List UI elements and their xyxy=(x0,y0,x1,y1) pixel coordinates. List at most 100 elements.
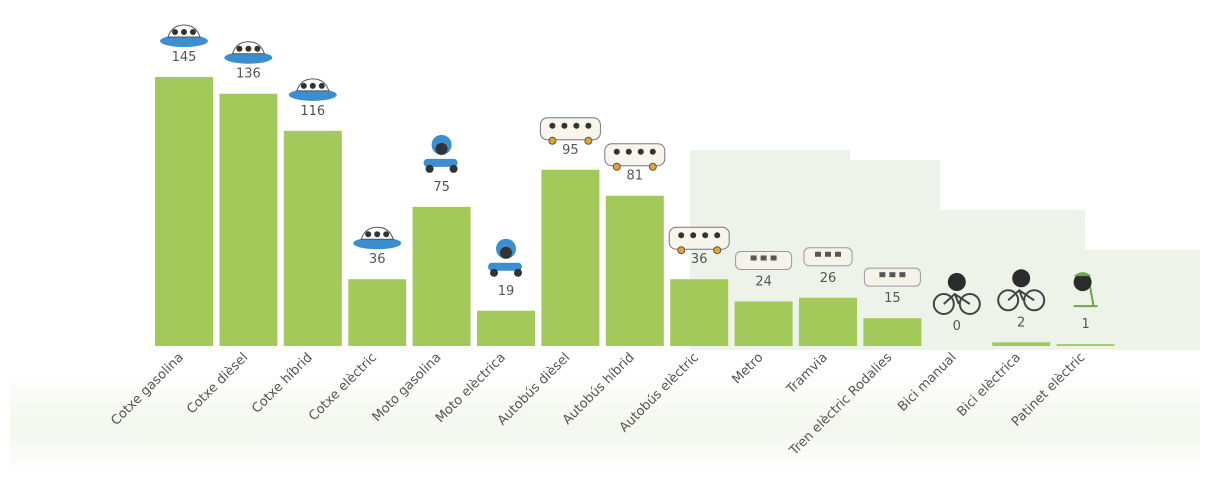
icon-part xyxy=(750,255,757,261)
icon-part xyxy=(604,143,666,167)
icon xyxy=(423,134,458,173)
bar xyxy=(219,93,278,346)
icon-part xyxy=(514,268,522,277)
icon-part xyxy=(160,35,208,48)
icon xyxy=(735,250,793,270)
icon-part xyxy=(245,45,252,52)
icon-part xyxy=(1012,269,1031,288)
icon-part xyxy=(488,262,522,271)
value-label: 95 xyxy=(562,143,579,158)
icon-part xyxy=(702,232,709,239)
icon xyxy=(224,41,273,64)
icon-part xyxy=(770,255,777,261)
bar xyxy=(348,279,407,346)
bar xyxy=(155,77,213,347)
value-label: 75 xyxy=(433,180,450,195)
value-label: 36 xyxy=(369,252,386,267)
value-label: 2 xyxy=(1017,315,1025,330)
icon-part xyxy=(714,232,721,239)
icon-part xyxy=(549,122,556,129)
bar xyxy=(1056,344,1115,346)
icon-part xyxy=(835,251,841,257)
value-label: 81 xyxy=(627,169,644,184)
icon-part xyxy=(612,162,621,171)
bar xyxy=(283,130,342,346)
icon-part xyxy=(190,29,196,36)
icon-part xyxy=(181,29,187,36)
icon-part xyxy=(584,136,593,145)
icon-part xyxy=(254,45,261,52)
icon xyxy=(488,238,522,277)
icon-part xyxy=(365,231,372,238)
bar xyxy=(799,297,857,346)
icon-part xyxy=(236,45,243,52)
icon-part xyxy=(435,142,448,155)
icon-part xyxy=(613,148,620,155)
bar xyxy=(992,342,1051,346)
icon-part xyxy=(760,255,767,261)
icon-part xyxy=(1073,283,1098,308)
icon xyxy=(288,78,337,101)
icon-part xyxy=(318,82,325,89)
icon-part xyxy=(625,148,632,155)
icon-part xyxy=(943,292,971,305)
icon-part xyxy=(288,88,337,101)
icon-part xyxy=(309,82,316,89)
icon-part xyxy=(690,232,697,239)
icon-part xyxy=(997,289,1020,312)
value-label: 19 xyxy=(498,284,515,299)
icon-part xyxy=(423,158,458,167)
value-label: 0 xyxy=(953,319,961,334)
icon-part xyxy=(374,231,381,238)
value-label: 26 xyxy=(820,271,837,286)
icon-part xyxy=(585,122,592,129)
icon xyxy=(863,267,921,287)
icon-part xyxy=(648,162,657,171)
icon-part xyxy=(932,293,955,315)
icon-part xyxy=(1073,272,1092,277)
icon-part xyxy=(947,273,966,291)
icon xyxy=(803,247,853,267)
value-label: 24 xyxy=(755,274,772,289)
icon xyxy=(539,117,601,145)
icon-part xyxy=(958,293,981,315)
icon-part xyxy=(889,272,896,278)
icon-part xyxy=(637,148,644,155)
icon-part xyxy=(539,117,601,141)
icon-part xyxy=(449,164,458,173)
icon-part xyxy=(573,122,580,129)
icon xyxy=(1073,272,1098,308)
value-label: 15 xyxy=(884,291,901,306)
bar xyxy=(670,279,729,346)
icon-part xyxy=(1007,289,1035,302)
icon-part xyxy=(879,272,886,278)
bar xyxy=(541,169,600,346)
icon-part xyxy=(425,164,434,173)
icon-part xyxy=(825,251,831,257)
bar xyxy=(412,206,471,346)
icon-part xyxy=(548,136,557,145)
bar xyxy=(734,301,793,346)
icon-part xyxy=(678,232,685,239)
value-label: 1 xyxy=(1081,317,1089,332)
icon xyxy=(997,269,1046,312)
icon-part xyxy=(490,268,498,277)
icon-part xyxy=(1023,289,1046,312)
icon-part xyxy=(224,51,273,64)
ground xyxy=(10,370,1200,475)
bar xyxy=(605,195,664,346)
value-label: 145 xyxy=(172,50,197,65)
icon-part xyxy=(500,246,512,259)
icon-part xyxy=(300,82,307,89)
icon xyxy=(932,273,981,315)
icon-part xyxy=(172,29,178,36)
icon-part xyxy=(815,251,821,257)
value-label: 36 xyxy=(691,252,708,267)
icon-part xyxy=(649,148,656,155)
icon xyxy=(668,226,730,255)
bar xyxy=(863,318,922,346)
icon-part xyxy=(383,231,390,238)
value-label: 116 xyxy=(300,104,325,119)
icon-part xyxy=(1073,273,1092,292)
